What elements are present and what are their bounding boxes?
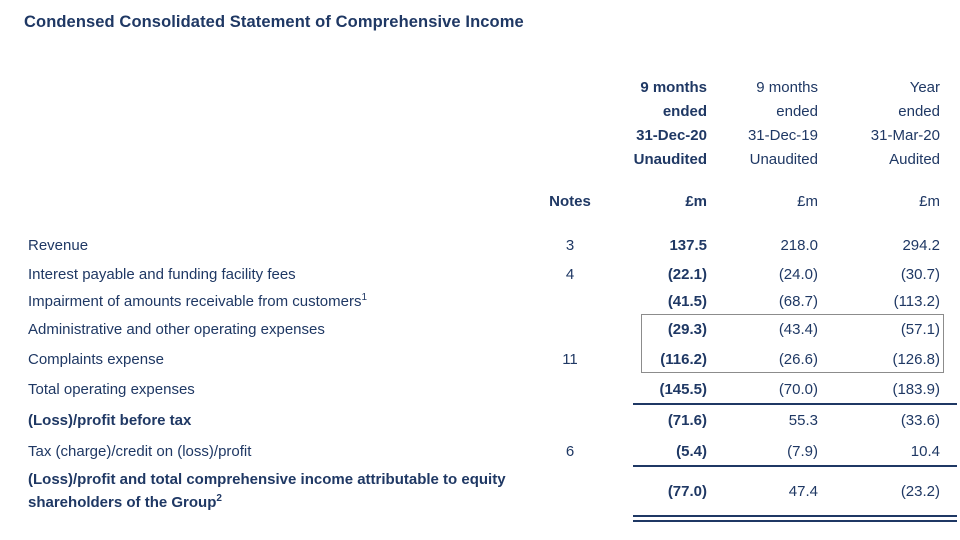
notes-cell: 3 (565, 237, 575, 254)
table-row-interest-payable: Interest payable and funding facility fe… (28, 260, 940, 289)
table-row-administrative-expenses: Administrative and other operating expen… (28, 314, 940, 344)
value-cell: 47.4 (788, 482, 818, 500)
unit-label-col2: £m (797, 193, 818, 210)
header-spacer-notes (540, 76, 600, 172)
value-cell: (24.0) (778, 266, 818, 283)
rule-under-tax (633, 465, 957, 467)
row-label: Tax (charge)/credit on (loss)/profit (28, 442, 252, 460)
value-cell: (183.9) (892, 380, 940, 398)
notes-cell: 11 (562, 350, 578, 368)
value-cell: (5.4) (676, 442, 707, 460)
value-cell: (23.2) (900, 482, 940, 500)
table-row-complaints-expense: Complaints expense 11 (116.2) (26.6) (12… (28, 344, 940, 374)
value-cell: 294.2 (902, 237, 940, 254)
value-cell: (71.6) (667, 411, 707, 429)
row-label-text: (Loss)/profit and total comprehensive in… (28, 471, 506, 511)
value-cell: (70.0) (778, 380, 818, 398)
notes-header: Notes (549, 193, 591, 210)
value-cell: (126.8) (892, 350, 940, 368)
unit-label-col1: £m (685, 193, 707, 210)
row-label: (Loss)/profit before tax (28, 411, 192, 429)
rule-under-total-expenses (633, 403, 957, 405)
row-label-text: Impairment of amounts receivable from cu… (28, 293, 362, 310)
value-cell: (33.6) (900, 411, 940, 429)
value-cell: (77.0) (667, 482, 707, 500)
value-cell: (22.1) (667, 266, 707, 283)
row-label: Impairment of amounts receivable from cu… (28, 292, 540, 311)
value-cell: (68.7) (778, 293, 818, 310)
table-row-total-operating-expenses: Total operating expenses (145.5) (70.0) … (28, 374, 940, 404)
table-row-impairment: Impairment of amounts receivable from cu… (28, 289, 940, 314)
notes-cell: 4 (565, 266, 575, 283)
notes-cell: 6 (565, 442, 575, 460)
table-row-tax: Tax (charge)/credit on (loss)/profit 6 (… (28, 436, 940, 466)
value-cell: (57.1) (900, 320, 940, 338)
footnote-marker: 2 (216, 493, 222, 504)
value-cell: (7.9) (787, 442, 818, 460)
value-cell: 10.4 (910, 442, 940, 460)
header-col-prior-period: 9 months ended 31-Dec-19 Unaudited (747, 79, 818, 168)
header-spacer (28, 76, 540, 172)
units-spacer (28, 190, 540, 214)
row-label: Complaints expense (28, 350, 164, 368)
value-cell: (29.3) (667, 320, 707, 338)
value-cell: (26.6) (778, 350, 818, 368)
value-cell: (113.2) (893, 293, 940, 310)
value-cell: 137.5 (669, 237, 707, 254)
row-label: Administrative and other operating expen… (28, 320, 325, 338)
row-label: Revenue (28, 237, 89, 254)
value-cell: (145.5) (659, 380, 707, 398)
table-row-total-comprehensive-income: (Loss)/profit and total comprehensive in… (28, 466, 940, 516)
table-body: Revenue 3 137.5 218.0 294.2 Interest pay… (28, 231, 940, 516)
header-col-full-year: Year ended 31-Mar-20 Audited (870, 79, 940, 168)
value-cell: (41.5) (667, 293, 707, 310)
unit-label-col3: £m (919, 193, 940, 210)
value-cell: (30.7) (900, 266, 940, 283)
row-label: Total operating expenses (28, 380, 195, 398)
double-rule-bottom (633, 515, 957, 522)
page-title: Condensed Consolidated Statement of Comp… (24, 13, 524, 31)
row-label: Interest payable and funding facility fe… (28, 266, 296, 283)
value-cell: (116.2) (660, 350, 707, 368)
table-header: 9 months ended 31-Dec-20 Unaudited 9 mon… (28, 76, 940, 172)
row-label: (Loss)/profit and total comprehensive in… (28, 468, 540, 514)
value-cell: 218.0 (780, 237, 818, 254)
value-cell: 55.3 (788, 411, 818, 429)
table-row-revenue: Revenue 3 137.5 218.0 294.2 (28, 231, 940, 260)
header-col-current-period: 9 months ended 31-Dec-20 Unaudited (633, 79, 707, 168)
units-row: Notes £m £m £m (28, 190, 940, 214)
table-row-loss-before-tax: (Loss)/profit before tax (71.6) 55.3 (33… (28, 404, 940, 436)
footnote-marker: 1 (361, 292, 368, 303)
value-cell: (43.4) (778, 320, 818, 338)
